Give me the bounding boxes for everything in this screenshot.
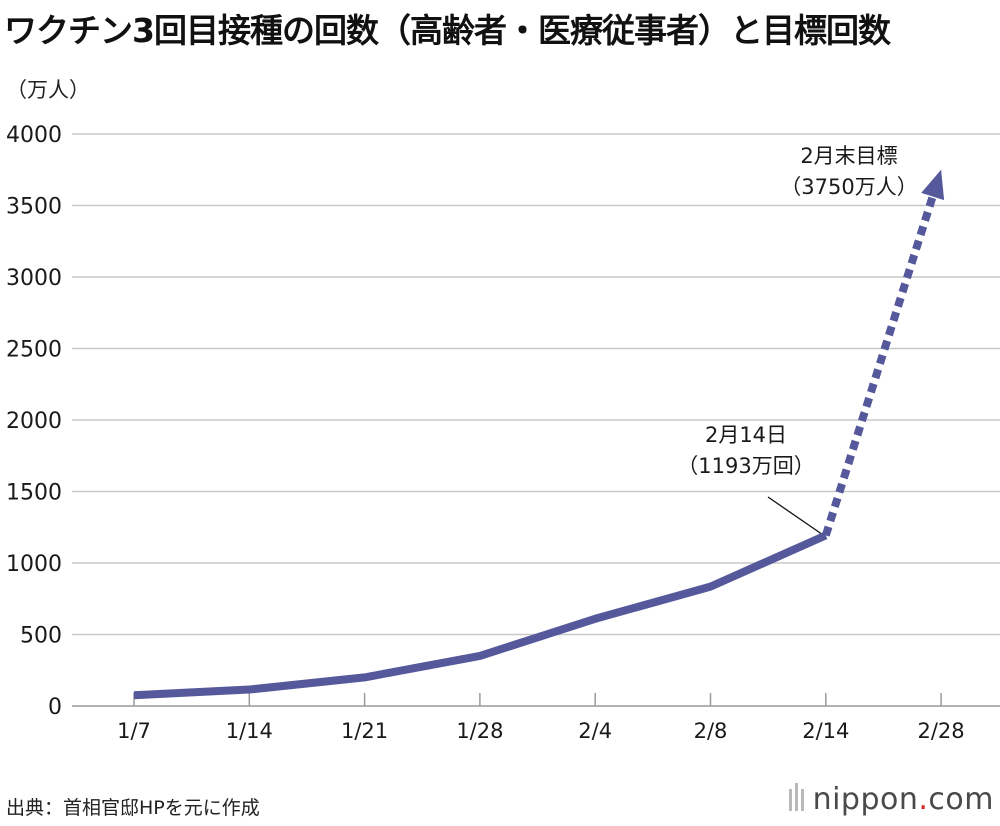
series-line-actual: [133, 531, 828, 700]
source-note: 出典：首相官邸HPを元に作成: [6, 797, 260, 819]
series-line-target: [821, 195, 937, 537]
target-arrowhead: [921, 169, 945, 201]
annotation-label: （1193万回）: [677, 454, 814, 478]
brand-logo: nippon.com: [788, 782, 994, 819]
y-axis-unit-label: （万人）: [6, 78, 90, 102]
x-tick-label: 2/4: [578, 719, 612, 743]
brand-dot: .: [918, 782, 929, 817]
x-tick-label: 2/8: [694, 719, 728, 743]
x-tick-label: 2/28: [918, 719, 965, 743]
x-tick-label: 1/21: [341, 719, 388, 743]
grid-lines: [72, 133, 1000, 636]
x-tick-label: 1/14: [226, 719, 273, 743]
series-lines: [133, 169, 945, 700]
y-tick-label: 1500: [6, 481, 62, 506]
annotation-label: 2月14日: [705, 423, 787, 447]
annotation-label: （3750万人）: [780, 175, 917, 199]
brand-name: nippon: [812, 782, 919, 817]
annotations: 2月14日 （1193万回） 2月末目標 （3750万人）: [677, 144, 918, 534]
annotation-leader-line: [767, 496, 822, 534]
brand-bars-icon: [788, 782, 807, 819]
annotation-label: 2月末目標: [800, 144, 897, 168]
y-tick-label: 2500: [6, 338, 62, 363]
y-tick-label: 3500: [6, 195, 62, 220]
y-tick-label: 500: [20, 624, 62, 649]
chart-title: ワクチン3回目接種の回数（高齢者・医療従事者）と目標回数: [4, 11, 891, 50]
x-axis: 1/7 1/14 1/21 1/28 2/4 2/8 2/14 2/28: [72, 693, 1000, 743]
brand-tld: com: [928, 782, 994, 817]
y-tick-labels: 0 500 1000 1500 2000 2500 3000 3500 4000: [6, 123, 62, 720]
y-tick-label: 0: [48, 695, 62, 720]
y-tick-label: 3000: [6, 266, 62, 291]
x-tick-label: 1/7: [117, 719, 151, 743]
y-tick-label: 4000: [6, 123, 62, 148]
x-tick-label: 2/14: [802, 719, 849, 743]
y-tick-label: 2000: [6, 409, 62, 434]
y-tick-label: 1000: [6, 552, 62, 577]
x-tick-label: 1/28: [456, 719, 503, 743]
